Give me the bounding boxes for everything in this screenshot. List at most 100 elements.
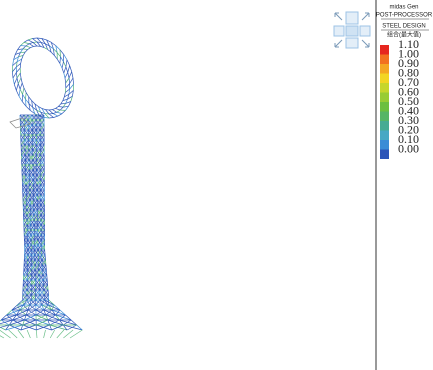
member: [17, 73, 20, 78]
member: [23, 46, 26, 49]
member: [12, 72, 13, 78]
product-name: midas Gen: [389, 5, 418, 11]
member: [29, 97, 32, 101]
member: [67, 325, 77, 330]
member: [57, 59, 60, 63]
legend-swatch: [380, 45, 389, 55]
member: [21, 78, 22, 83]
member: [29, 42, 33, 43]
member: [27, 330, 30, 338]
member: [49, 114, 54, 118]
member: [62, 68, 64, 73]
legend-swatch: [380, 55, 389, 65]
structure-model: [0, 38, 82, 338]
member: [57, 112, 62, 113]
member: [54, 116, 58, 117]
member: [70, 78, 73, 84]
legend-swatch: [380, 83, 389, 93]
member: [67, 60, 70, 66]
member: [20, 73, 21, 78]
view-top[interactable]: [346, 12, 358, 24]
member: [48, 315, 56, 320]
member: [61, 57, 64, 62]
member: [57, 110, 60, 112]
member: [69, 78, 70, 84]
member: [64, 54, 67, 59]
member: [66, 84, 70, 88]
member: [60, 57, 61, 64]
member: [16, 72, 17, 78]
legend-swatch: [380, 64, 389, 74]
result-name: STEEL DESIGN: [382, 24, 425, 30]
member: [18, 84, 20, 89]
member: [9, 320, 24, 325]
view-bottom[interactable]: [346, 38, 358, 48]
member: [54, 55, 57, 59]
member: [64, 73, 65, 78]
member: [68, 66, 70, 73]
member: [16, 84, 18, 91]
legend-swatch: [380, 121, 389, 131]
member: [57, 330, 64, 338]
member: [14, 78, 17, 84]
member: [50, 325, 67, 330]
member: [64, 67, 66, 73]
member: [12, 67, 16, 72]
member: [13, 78, 14, 84]
view-front[interactable]: [346, 26, 358, 36]
member: [62, 62, 63, 68]
member: [58, 104, 60, 107]
member: [65, 78, 66, 83]
member: [28, 40, 33, 42]
member: [25, 49, 27, 52]
member: [72, 72, 73, 78]
member: [24, 40, 28, 42]
legend-swatch: [380, 150, 389, 160]
member: [13, 72, 16, 78]
member: [12, 305, 17, 310]
member: [16, 68, 20, 72]
member: [23, 88, 24, 94]
legend-swatch: [380, 93, 389, 103]
member: [63, 320, 71, 325]
legend-swatch: [380, 112, 389, 122]
member: [36, 330, 37, 338]
member: [66, 67, 68, 72]
member: [26, 93, 29, 97]
view-cube[interactable]: [334, 12, 370, 48]
member: [54, 305, 60, 310]
member: [58, 107, 63, 108]
member: [28, 48, 31, 50]
member: [9, 330, 18, 338]
member: [68, 72, 69, 78]
member: [66, 60, 67, 67]
member: [20, 83, 22, 89]
member: [62, 110, 66, 113]
legend-swatch: [380, 102, 389, 112]
member: [73, 78, 74, 84]
member: [29, 44, 33, 47]
member: [53, 114, 58, 116]
member: [20, 310, 26, 315]
member: [50, 330, 55, 338]
module-name: POST-PROCESSOR: [376, 13, 433, 19]
view-right[interactable]: [360, 26, 370, 36]
member: [53, 112, 57, 113]
member: [24, 42, 29, 43]
member: [59, 315, 65, 320]
member: [25, 93, 26, 100]
member: [26, 44, 29, 46]
member: [46, 310, 52, 315]
member: [19, 96, 22, 101]
member: [18, 78, 21, 84]
viewport: midas Gen POST-PROCESSOR STEEL DESIGN 组合…: [0, 0, 433, 370]
member: [18, 330, 24, 338]
legend-swatch: [380, 74, 389, 84]
member: [28, 38, 32, 39]
member: [48, 300, 49, 305]
member: [66, 78, 69, 83]
screen: midas Gen POST-PROCESSOR STEEL DESIGN 组合…: [0, 0, 433, 370]
member: [49, 110, 53, 114]
member: [58, 114, 62, 116]
view-left[interactable]: [334, 26, 344, 36]
